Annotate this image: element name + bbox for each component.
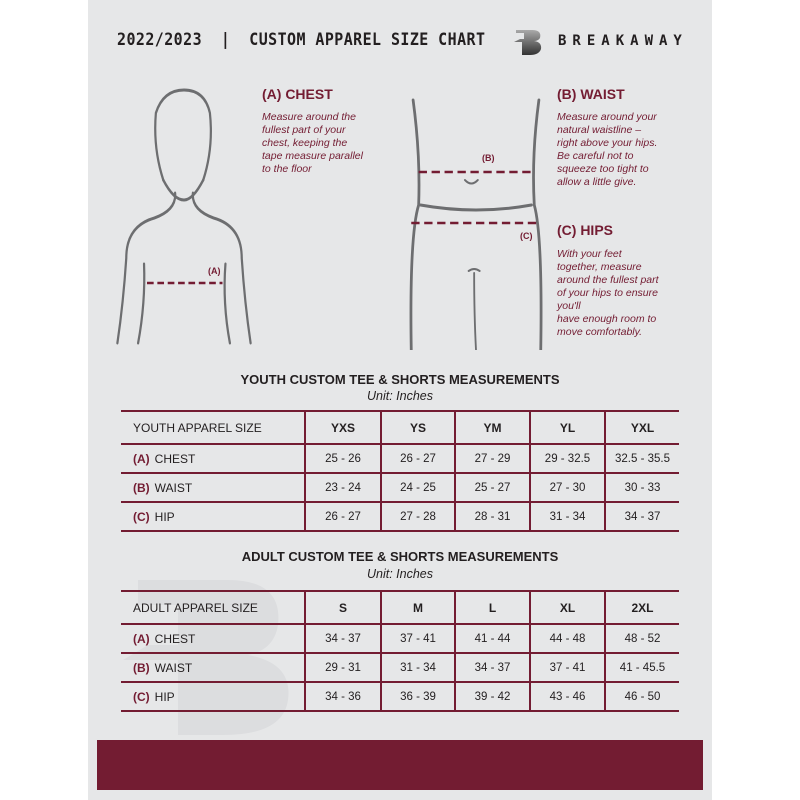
- size-header: 2XL: [604, 590, 679, 625]
- measurement-label: (C) HIP: [121, 501, 305, 532]
- table-row: (C) HIP 26 - 27 27 - 28 28 - 31 31 - 34 34 - 3…: [121, 501, 679, 532]
- measurement-value: 26 - 27: [304, 501, 381, 532]
- chest-description: Measure around the fullest part of your …: [262, 111, 363, 175]
- footer-band: [97, 740, 703, 790]
- measurement-value: 27 - 29: [454, 443, 530, 474]
- measurement-value: 32.5 - 35.5: [604, 443, 679, 474]
- adult-table-title: ADULT CUSTOM TEE & SHORTS MEASUREMENTS: [241, 549, 559, 564]
- adult-table-unit: Unit: Inches: [366, 567, 433, 581]
- size-header: L: [454, 590, 530, 625]
- measurement-value: 27 - 28: [380, 501, 455, 532]
- measurement-value: 39 - 42: [454, 681, 530, 712]
- measurement-name: HIP: [154, 689, 175, 704]
- upper-body-illustration: [116, 88, 252, 345]
- size-header: YS: [380, 410, 455, 445]
- measurement-value: 31 - 34: [529, 501, 605, 532]
- measurement-code: (C): [133, 689, 150, 704]
- measurement-value: 30 - 33: [604, 472, 679, 503]
- measurement-value: 37 - 41: [529, 652, 605, 683]
- measurement-code: (C): [133, 509, 150, 524]
- size-header: YXL: [604, 410, 679, 445]
- measurement-code: (A): [133, 451, 150, 466]
- table-header-row: ADULT APPAREL SIZE S M L XL 2XL: [121, 590, 679, 625]
- measurement-name: HIP: [154, 509, 175, 524]
- measurement-label: (B) WAIST: [121, 472, 305, 503]
- hips-description: With your feet together, measure around …: [557, 248, 659, 338]
- waist-heading: (B) WAIST: [557, 86, 625, 102]
- chest-heading: (A) CHEST: [262, 86, 333, 102]
- measurement-value: 28 - 31: [454, 501, 530, 532]
- measurement-label: (A) CHEST: [121, 623, 305, 654]
- measurement-name: WAIST: [154, 480, 193, 495]
- size-label: ADULT APPAREL SIZE: [121, 590, 305, 625]
- size-header: XL: [529, 590, 605, 625]
- hips-marker: (C): [520, 231, 533, 241]
- size-header: YM: [454, 410, 530, 445]
- size-header: M: [380, 590, 455, 625]
- measurement-code: (B): [133, 660, 150, 675]
- measurement-label: (B) WAIST: [121, 652, 305, 683]
- measurement-value: 24 - 25: [380, 472, 455, 503]
- measurement-value: 34 - 36: [304, 681, 381, 712]
- table-row: (B) WAIST 29 - 31 31 - 34 34 - 37 37 - 41 41 -…: [121, 652, 679, 683]
- measurement-value: 31 - 34: [380, 652, 455, 683]
- measurement-value: 36 - 39: [380, 681, 455, 712]
- table-row: (A) CHEST 34 - 37 37 - 41 41 - 44 44 - 48 48 -…: [121, 623, 679, 654]
- youth-table-title: YOUTH CUSTOM TEE & SHORTS MEASUREMENTS: [240, 372, 560, 387]
- measurement-value: 29 - 31: [304, 652, 381, 683]
- measurement-value: 26 - 27: [380, 443, 455, 474]
- measurement-label: (A) CHEST: [121, 443, 305, 474]
- measurement-value: 44 - 48: [529, 623, 605, 654]
- measurement-value: 27 - 30: [529, 472, 605, 503]
- measurement-value: 34 - 37: [304, 623, 381, 654]
- table-header-row: YOUTH APPAREL SIZE YXS YS YM YL YXL: [121, 410, 679, 445]
- table-row: (A) CHEST 25 - 26 26 - 27 27 - 29 29 - 32.5 32…: [121, 443, 679, 474]
- measurement-name: WAIST: [154, 660, 193, 675]
- measurement-code: (B): [133, 480, 150, 495]
- size-header: S: [304, 590, 381, 625]
- measurement-name: CHEST: [154, 631, 196, 646]
- measurement-value: 29 - 32.5: [529, 443, 605, 474]
- chest-marker: (A): [208, 266, 221, 276]
- breakaway-logo-icon: [514, 30, 542, 55]
- measurement-label: (C) HIP: [121, 681, 305, 712]
- table-row: (C) HIP 34 - 36 36 - 39 39 - 42 43 - 46 46 - 5…: [121, 681, 679, 712]
- waist-marker: (B): [482, 153, 495, 163]
- measurement-value: 43 - 46: [529, 681, 605, 712]
- adult-size-table: ADULT APPAREL SIZE S M L XL 2XL (A) CHEST 34 - 3…: [121, 590, 679, 712]
- measurement-value: 46 - 50: [604, 681, 679, 712]
- measurement-value: 34 - 37: [454, 652, 530, 683]
- page-title: 2022/2023 | CUSTOM APPAREL SIZE CHART: [117, 30, 486, 50]
- hips-heading: (C) HIPS: [557, 222, 613, 238]
- size-label: YOUTH APPAREL SIZE: [121, 410, 305, 445]
- measurement-value: 41 - 45.5: [604, 652, 679, 683]
- lower-body-illustration: [409, 98, 543, 350]
- brand-name: BREAKAWAY: [558, 33, 688, 49]
- size-header: YL: [529, 410, 605, 445]
- measurement-name: CHEST: [154, 451, 196, 466]
- size-header: YXS: [304, 410, 381, 445]
- table-row: (B) WAIST 23 - 24 24 - 25 25 - 27 27 - 30 30 -…: [121, 472, 679, 503]
- measurement-value: 48 - 52: [604, 623, 679, 654]
- youth-size-table: YOUTH APPAREL SIZE YXS YS YM YL YXL (A) CHEST 25…: [121, 410, 679, 532]
- measurement-value: 37 - 41: [380, 623, 455, 654]
- youth-table-unit: Unit: Inches: [366, 389, 433, 403]
- measurement-value: 41 - 44: [454, 623, 530, 654]
- measurement-code: (A): [133, 631, 150, 646]
- waist-description: Measure around your natural waistline – …: [557, 111, 658, 188]
- measurement-value: 25 - 27: [454, 472, 530, 503]
- measurement-value: 25 - 26: [304, 443, 381, 474]
- measurement-value: 34 - 37: [604, 501, 679, 532]
- measurement-value: 23 - 24: [304, 472, 381, 503]
